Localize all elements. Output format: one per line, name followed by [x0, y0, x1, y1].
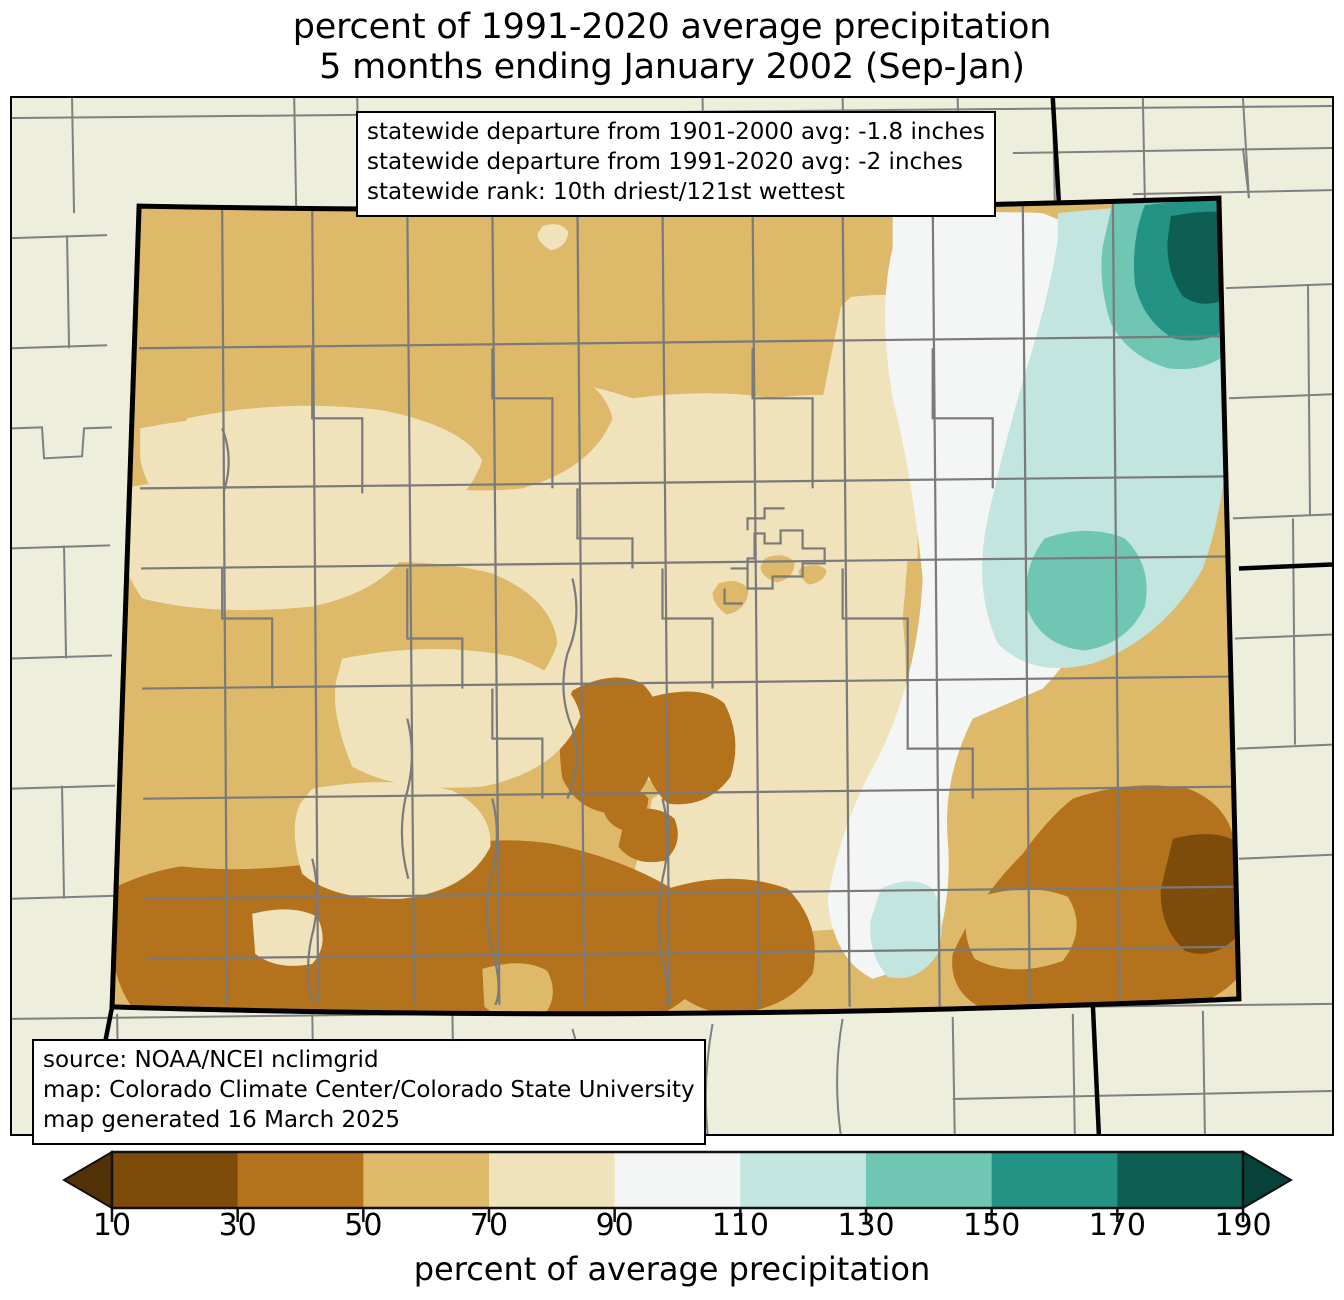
- contour-band-30-50-central-e: [582, 745, 611, 771]
- colorbar-tick-label-30: 30: [218, 1208, 257, 1243]
- colorbar-band-8: [1117, 1152, 1244, 1208]
- map-panel: [10, 96, 1334, 1136]
- colorbar-tick-label-110: 110: [711, 1208, 769, 1243]
- colorbar-extend-high-arrow: [1242, 1150, 1293, 1210]
- contour-patch-50-70-sv: [482, 963, 553, 1014]
- contour-fill-layer: [112, 198, 1239, 1014]
- map-credit-line: map: Colorado Climate Center/Colorado St…: [43, 1076, 695, 1103]
- colorbar-band-0: [112, 1152, 239, 1208]
- precipitation-choropleth-map: [12, 98, 1332, 1134]
- colorbar-tick-label-10: 10: [92, 1208, 132, 1243]
- colorbar-tick-label-70: 70: [469, 1208, 509, 1243]
- contour-patch-70-90-fr: [757, 520, 906, 644]
- contour-patch-90-110-n: [537, 224, 569, 251]
- colorbar-tick-label-170: 170: [1088, 1208, 1146, 1243]
- contour-patch-50-70-denver-c: [712, 581, 749, 615]
- colorbar-outline: [110, 1150, 1245, 1210]
- contour-band-30-50-central-b: [642, 691, 736, 805]
- source-line: source: NOAA/NCEI nclimgrid: [43, 1047, 379, 1073]
- colorbar-tick-label-150: 150: [963, 1208, 1021, 1243]
- colorbar-tick-label-50: 50: [344, 1208, 383, 1243]
- source-attribution-box: source: NOAA/NCEI nclimgrid map: Colorad…: [32, 1039, 706, 1145]
- colorbar-band-2: [363, 1152, 490, 1208]
- colorbar-legend: 10 30 50 70 90 110 130 150 170 190 percent of ave…: [0, 1140, 1344, 1300]
- contour-patch-90-110-mid: [720, 836, 763, 871]
- contour-patch-70-90-sw: [252, 909, 323, 966]
- contour-patch-50-70-n3: [604, 211, 873, 345]
- contour-patch-70-90-nwv2: [115, 476, 418, 611]
- title-line-2: 5 months ending January 2002 (Sep-Jan): [319, 46, 1025, 87]
- colorbar-band-1: [237, 1152, 364, 1208]
- contour-band-30-50-south-central: [407, 840, 705, 1014]
- colorbar-band-4: [614, 1152, 741, 1208]
- colorbar-ticks: [110, 1150, 1245, 1222]
- statewide-stats-box: statewide departure from 1901-2000 avg: …: [356, 111, 996, 217]
- colorbar-axis-label: percent of average precipitation: [413, 1250, 931, 1288]
- colorbar-band-5: [740, 1152, 867, 1208]
- colorbar-tick-labels: 10 30 50 70 90 110 130 150 170 190: [0, 1208, 1344, 1248]
- colorbar-extend-low-arrow: [62, 1150, 113, 1210]
- colorbar-bands: [62, 1150, 1293, 1210]
- colorbar-band-7: [991, 1152, 1118, 1208]
- page-title: percent of 1991-2020 average precipitati…: [0, 7, 1344, 88]
- colorbar-band-6: [866, 1152, 993, 1208]
- contour-patch-50-70-se: [965, 889, 1077, 970]
- contour-band-170-190: [1167, 211, 1229, 304]
- colorbar-tick-label-190: 190: [1214, 1208, 1272, 1243]
- map-generated-line: map generated 16 March 2025: [43, 1106, 401, 1133]
- contour-band-30-50-central-a: [559, 677, 661, 814]
- stats-rank: statewide rank: 10th driest/121st wettes…: [367, 178, 845, 205]
- colorbar-band-3: [489, 1152, 616, 1208]
- colorbar-svg: [62, 1150, 1293, 1222]
- colorbar-tick-label-90: 90: [595, 1208, 634, 1243]
- contour-patch-50-70-denver-b: [798, 565, 827, 585]
- contour-band-110-130-south: [870, 881, 942, 979]
- contour-band-10-30-southeast: [1160, 834, 1237, 954]
- contour-band-30-50-southeast-lobe: [656, 878, 815, 1014]
- contour-patch-70-90-sv2: [294, 782, 491, 899]
- stats-departure-1991-2020: statewide departure from 1991-2020 avg: …: [367, 148, 963, 175]
- title-line-1: percent of 1991-2020 average precipitati…: [292, 7, 1052, 47]
- contour-band-30-50-central-d: [618, 808, 678, 863]
- colorado-county-lines: [139, 199, 1236, 1009]
- stats-departure-1901-2000: statewide departure from 1901-2000 avg: …: [367, 119, 985, 145]
- colorbar-tick-label-130: 130: [837, 1208, 895, 1243]
